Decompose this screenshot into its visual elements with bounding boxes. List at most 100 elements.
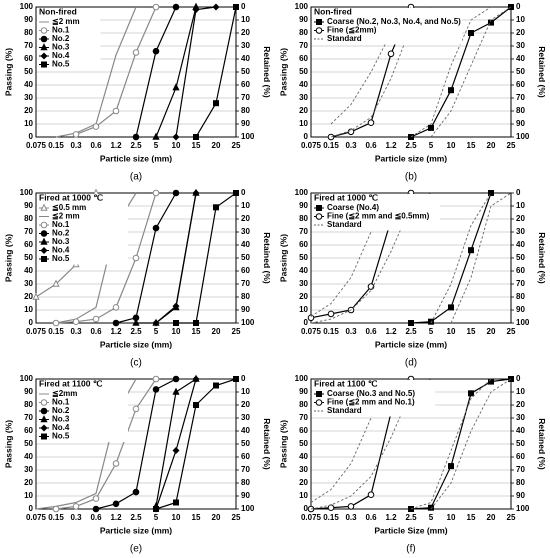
marker	[112, 304, 120, 311]
x-tick-label: 0.3	[345, 513, 357, 522]
y-tick-label: 100	[295, 2, 309, 11]
y2-tick-label: 60	[241, 266, 250, 275]
standard-line	[450, 192, 512, 324]
legend-marker	[40, 52, 48, 60]
marker	[172, 3, 180, 11]
y2-tick-label: 60	[241, 80, 250, 89]
x-tick-label: 0.075	[26, 513, 47, 522]
y-tick-label: 60	[24, 54, 33, 63]
y-tick-label: 50	[299, 439, 308, 448]
marker	[428, 504, 434, 511]
y2-tick-label: 20	[516, 400, 525, 409]
y2-tick-label: 70	[241, 465, 250, 474]
y2-tick-label: 10	[516, 387, 525, 396]
y-tick-label: 100	[20, 2, 34, 11]
x-tick-label: 0.15	[323, 141, 339, 150]
panel-label: (d)	[405, 358, 417, 369]
x-tick-label: 25	[232, 513, 241, 522]
x-tick-label: 25	[507, 141, 516, 150]
marker	[152, 47, 160, 55]
x-tick-label: 10	[447, 141, 456, 150]
marker	[52, 319, 60, 327]
y2-tick-label: 30	[516, 41, 525, 50]
y-tick-label: 50	[24, 67, 33, 76]
x-tick-label: 10	[172, 141, 181, 150]
standard-line	[430, 6, 512, 138]
marker	[448, 304, 454, 311]
legend-label: Coarse (No.4)	[327, 203, 379, 212]
marker	[172, 83, 180, 91]
y2-tick-label: 60	[516, 266, 525, 275]
x-tick-label: 25	[232, 141, 241, 150]
marker	[347, 503, 355, 510]
panel-label: (e)	[130, 544, 142, 555]
y2-tick-label: 30	[516, 227, 525, 236]
y2-tick-label: 50	[241, 253, 250, 262]
y2-tick-label: 50	[516, 253, 525, 262]
y2-tick-label: 50	[241, 439, 250, 448]
y2-tick-label: 90	[516, 119, 525, 128]
y2-tick-label: 100	[516, 132, 530, 141]
marker	[152, 3, 160, 11]
marker	[193, 320, 199, 326]
x-tick-label: 0.6	[90, 141, 102, 150]
y-tick-label: 80	[24, 400, 33, 409]
x-tick-label: 25	[232, 327, 241, 336]
x-tick-label: 0.6	[365, 327, 377, 336]
y2-tick-label: 60	[516, 452, 525, 461]
panel: 0 10 20 30 40 50 60 70 80 90 100 0 10 20 30 40 50 60 70 80 9…	[3, 374, 272, 555]
y2-tick-label: 60	[516, 80, 525, 89]
data-line	[115, 192, 177, 324]
legend-label: No.1	[52, 220, 70, 229]
marker	[212, 3, 220, 11]
y2-axis-label: Retained (%)	[262, 232, 272, 284]
x-tick-label: 0.6	[90, 327, 102, 336]
y-tick-label: 100	[295, 374, 309, 383]
y-tick-label: 10	[299, 305, 308, 314]
y-tick-label: 40	[299, 80, 308, 89]
x-axis-label: Particle size (mm)	[100, 153, 172, 163]
y-tick-label: 50	[299, 253, 308, 262]
marker	[52, 279, 60, 287]
legend-box	[312, 194, 440, 231]
marker	[152, 386, 160, 393]
marker	[72, 318, 80, 325]
y-tick-label: 100	[20, 188, 34, 197]
x-tick-label: 5	[429, 513, 434, 522]
y-tick-label: 0	[304, 318, 309, 327]
legend-marker	[40, 203, 48, 211]
marker	[32, 292, 40, 300]
marker	[92, 505, 100, 513]
y-tick-label: 60	[24, 426, 33, 435]
data-line	[155, 378, 197, 507]
x-tick-label: 15	[467, 327, 476, 336]
y-tick-label: 20	[299, 106, 308, 115]
y-tick-label: 70	[24, 413, 33, 422]
legend-label: No.2	[52, 406, 70, 415]
y2-tick-label: 90	[516, 491, 525, 500]
y-axis-label: Passing (%)	[3, 234, 13, 282]
y-tick-label: 40	[24, 266, 33, 275]
x-tick-label: 15	[467, 141, 476, 150]
marker	[367, 283, 375, 290]
panel-label: (a)	[130, 172, 142, 183]
marker	[152, 224, 160, 232]
y-tick-label: 90	[299, 387, 308, 396]
marker	[193, 402, 199, 408]
y-tick-label: 20	[299, 292, 308, 301]
legend-marker	[40, 415, 48, 423]
y2-tick-label: 90	[241, 491, 250, 500]
y-tick-label: 0	[304, 132, 309, 141]
x-axis-label: Particle size (mm)	[100, 339, 172, 349]
x-axis-label: Particle Size (mm)	[374, 525, 447, 535]
legend-box	[37, 194, 128, 265]
x-tick-label: 0.3	[70, 513, 82, 522]
x-tick-label: 1.2	[110, 327, 122, 336]
y-tick-label: 30	[299, 465, 308, 474]
y2-tick-label: 30	[241, 41, 250, 50]
x-tick-label: 1.2	[385, 327, 397, 336]
y-tick-label: 90	[24, 387, 33, 396]
marker	[132, 318, 140, 326]
y2-tick-label: 0	[516, 374, 521, 383]
y-tick-label: 10	[24, 119, 33, 128]
